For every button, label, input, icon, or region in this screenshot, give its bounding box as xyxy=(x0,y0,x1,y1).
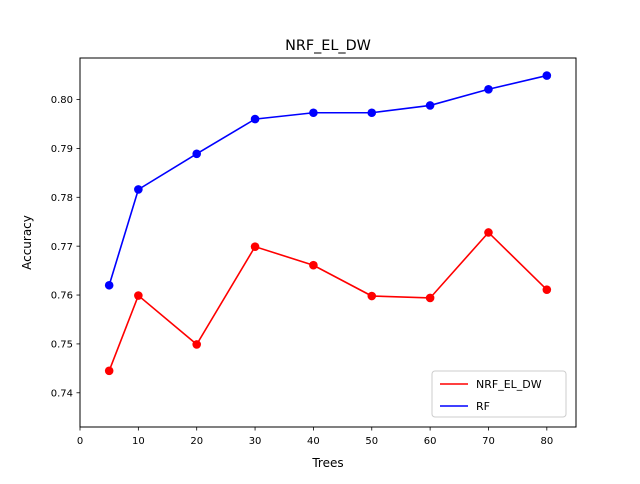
x-tick-label: 20 xyxy=(190,436,203,447)
data-point xyxy=(484,228,493,237)
data-point xyxy=(192,340,202,349)
data-point xyxy=(542,71,552,80)
x-axis-label: Trees xyxy=(311,456,343,470)
y-axis-label: Accuracy xyxy=(20,215,34,270)
legend-label: NRF_EL_DW xyxy=(476,378,542,391)
data-point xyxy=(104,366,114,376)
x-tick-label: 70 xyxy=(482,436,495,447)
x-axis: 0 10 20 30 40 50 60 70 80 xyxy=(77,427,553,447)
x-tick-label: 40 xyxy=(307,436,320,447)
y-tick-label: 0.77 xyxy=(51,242,73,253)
data-point xyxy=(250,114,260,124)
x-tick-label: 0 xyxy=(77,436,83,447)
data-point xyxy=(309,260,318,270)
legend-label: RF xyxy=(476,400,490,413)
data-point xyxy=(104,280,114,290)
data-point xyxy=(134,185,143,194)
y-tick-label: 0.78 xyxy=(51,193,73,204)
data-point xyxy=(367,108,377,118)
x-tick-label: 60 xyxy=(424,436,437,447)
chart-title: NRF_EL_DW xyxy=(285,38,371,54)
plot-area xyxy=(104,71,552,376)
y-tick-label: 0.79 xyxy=(51,144,73,155)
data-point xyxy=(192,149,202,159)
data-point xyxy=(250,242,260,251)
x-tick-label: 30 xyxy=(249,436,262,447)
y-tick-label: 0.74 xyxy=(51,388,73,399)
y-tick-label: 0.75 xyxy=(51,340,73,351)
y-tick-label: 0.76 xyxy=(51,291,73,302)
x-tick-label: 50 xyxy=(365,436,378,447)
data-point xyxy=(484,84,493,94)
y-axis: 0.74 0.75 0.76 0.77 0.78 0.79 0.80 xyxy=(51,95,80,399)
data-point xyxy=(367,291,377,301)
y-tick-label: 0.80 xyxy=(51,95,73,106)
legend: NRF_EL_DW RF xyxy=(431,370,567,418)
x-tick-label: 80 xyxy=(540,436,553,447)
data-point xyxy=(309,108,318,118)
data-point xyxy=(134,291,143,300)
data-point xyxy=(425,293,435,303)
data-point xyxy=(542,285,552,294)
axes-frame xyxy=(79,57,577,428)
data-point xyxy=(425,101,435,110)
x-tick-label: 10 xyxy=(132,436,145,447)
